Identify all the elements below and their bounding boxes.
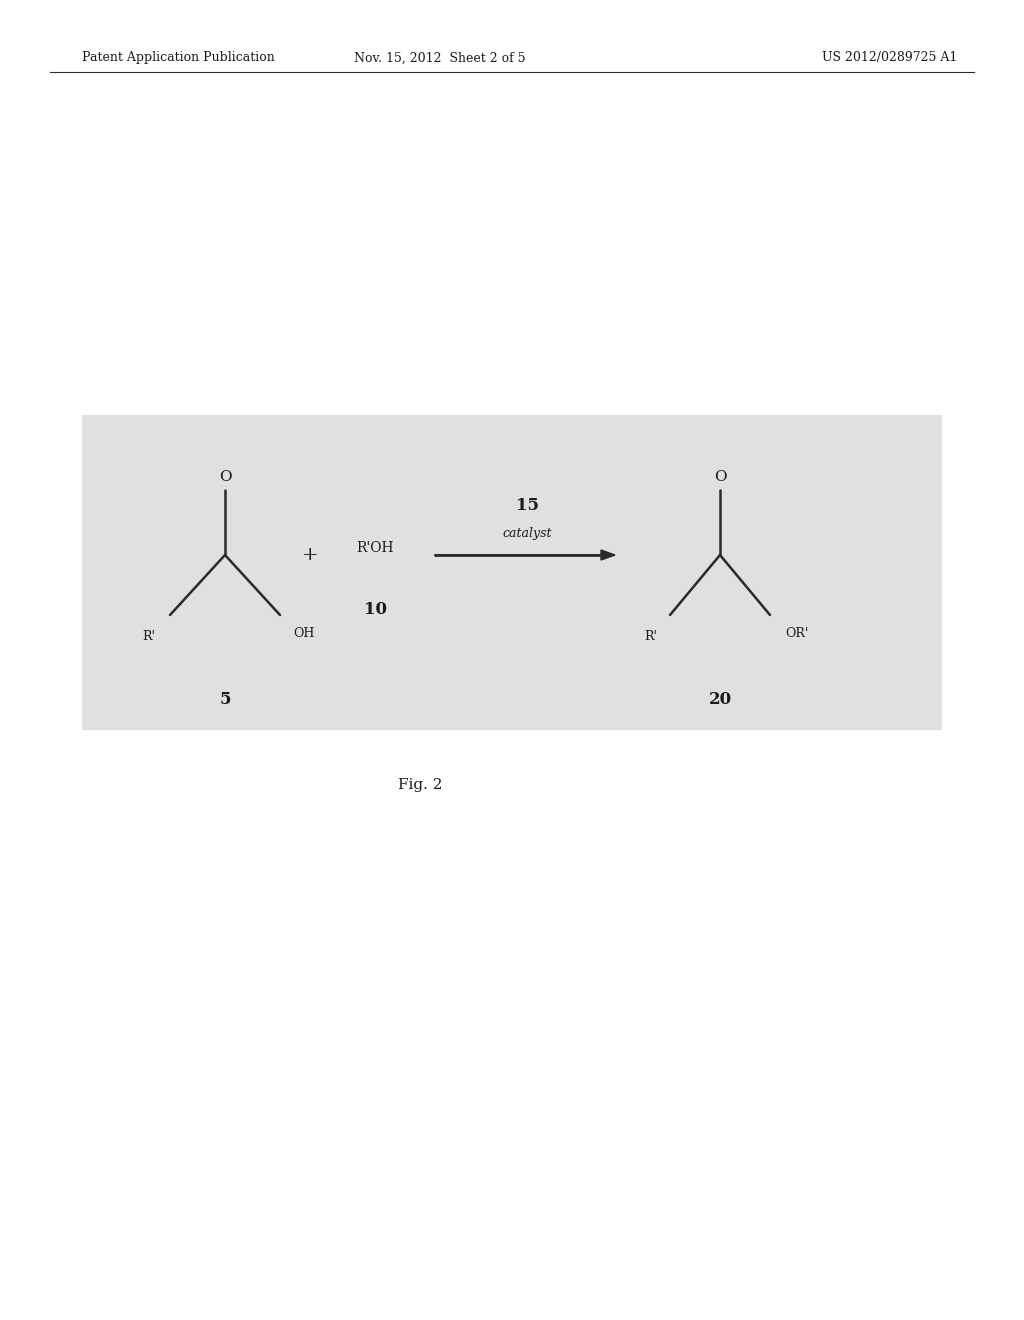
Text: 15: 15 (516, 496, 539, 513)
Text: Nov. 15, 2012  Sheet 2 of 5: Nov. 15, 2012 Sheet 2 of 5 (354, 51, 525, 65)
Text: OH: OH (293, 627, 314, 640)
Text: R'OH: R'OH (356, 541, 394, 554)
Text: O: O (219, 470, 231, 484)
Bar (82, 414, 942, 730)
Text: catalyst: catalyst (503, 527, 552, 540)
FancyArrow shape (435, 550, 615, 560)
Text: O: O (714, 470, 726, 484)
Text: 20: 20 (709, 692, 731, 709)
Text: R': R' (142, 630, 155, 643)
Text: +: + (302, 546, 318, 564)
Text: Fig. 2: Fig. 2 (397, 777, 442, 792)
Text: Patent Application Publication: Patent Application Publication (82, 51, 274, 65)
Text: 5: 5 (219, 692, 230, 709)
Text: US 2012/0289725 A1: US 2012/0289725 A1 (822, 51, 957, 65)
Text: 10: 10 (364, 602, 386, 619)
Text: OR': OR' (785, 627, 808, 640)
Text: R': R' (644, 630, 657, 643)
